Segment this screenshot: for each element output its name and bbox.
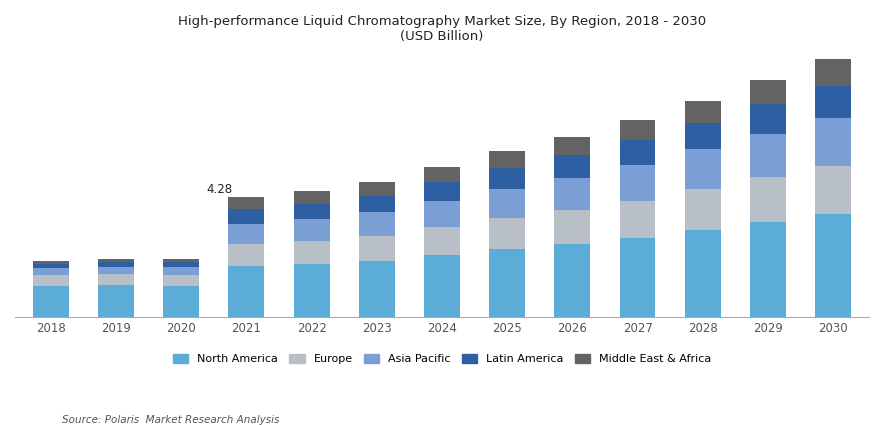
Bar	[359, 181, 395, 196]
Bar	[228, 224, 264, 244]
Bar	[98, 266, 134, 274]
Bar	[685, 123, 720, 150]
Bar	[293, 241, 330, 264]
Bar	[489, 189, 525, 218]
Bar	[620, 164, 656, 201]
Bar	[750, 221, 786, 317]
Bar	[815, 214, 851, 317]
Title: High-performance Liquid Chromatography Market Size, By Region, 2018 - 2030
(USD : High-performance Liquid Chromatography M…	[178, 15, 706, 43]
Bar	[489, 218, 525, 249]
Bar	[359, 196, 395, 212]
Bar	[98, 262, 134, 266]
Legend: North America, Europe, Asia Pacific, Latin America, Middle East & Africa: North America, Europe, Asia Pacific, Lat…	[172, 354, 712, 364]
Bar	[750, 133, 786, 178]
Bar	[228, 210, 264, 224]
Bar	[164, 262, 199, 267]
Bar	[489, 168, 525, 189]
Bar	[359, 261, 395, 317]
Bar	[685, 190, 720, 230]
Text: Source: Polaris  Market Research Analysis: Source: Polaris Market Research Analysis	[62, 415, 279, 425]
Bar	[228, 197, 264, 210]
Bar	[750, 80, 786, 104]
Bar	[293, 204, 330, 219]
Bar	[554, 156, 591, 178]
Bar	[359, 235, 395, 261]
Bar	[164, 267, 199, 275]
Bar	[164, 275, 199, 286]
Bar	[33, 268, 69, 275]
Bar	[424, 167, 460, 182]
Bar	[554, 244, 591, 317]
Bar	[98, 274, 134, 285]
Bar	[359, 212, 395, 235]
Text: 4.28: 4.28	[206, 183, 232, 196]
Bar	[424, 201, 460, 227]
Bar	[164, 259, 199, 262]
Bar	[620, 119, 656, 140]
Bar	[750, 104, 786, 133]
Bar	[228, 244, 264, 266]
Bar	[815, 118, 851, 166]
Bar	[424, 227, 460, 255]
Bar	[293, 191, 330, 204]
Bar	[33, 261, 69, 264]
Bar	[685, 230, 720, 317]
Bar	[620, 201, 656, 238]
Bar	[750, 178, 786, 221]
Bar	[98, 285, 134, 317]
Bar	[554, 210, 591, 244]
Bar	[554, 178, 591, 210]
Bar	[164, 286, 199, 317]
Bar	[685, 150, 720, 190]
Bar	[33, 264, 69, 268]
Bar	[424, 182, 460, 201]
Bar	[815, 86, 851, 118]
Bar	[98, 259, 134, 262]
Bar	[33, 286, 69, 317]
Bar	[620, 238, 656, 317]
Bar	[489, 249, 525, 317]
Bar	[489, 151, 525, 168]
Bar	[685, 101, 720, 123]
Bar	[620, 140, 656, 164]
Bar	[815, 60, 851, 86]
Bar	[33, 275, 69, 286]
Bar	[228, 266, 264, 317]
Bar	[293, 219, 330, 241]
Bar	[424, 255, 460, 317]
Bar	[293, 264, 330, 317]
Bar	[815, 166, 851, 214]
Bar	[554, 137, 591, 156]
